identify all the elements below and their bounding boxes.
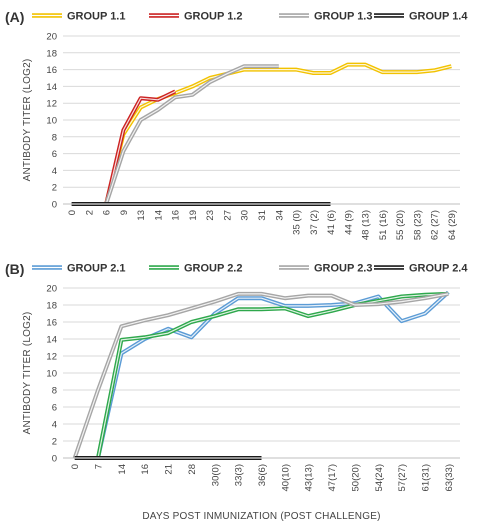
legend-label: GROUP 1.3 <box>314 11 373 23</box>
x-tick-label: 7 <box>94 464 105 469</box>
y-tick-label: 10 <box>46 116 57 127</box>
x-tick-label: 36(6) <box>257 464 268 486</box>
x-tick-label: 14 <box>117 464 128 475</box>
x-axis-title: DAYS POST INMUNIZATION (POST CHALLENGE) <box>142 511 380 522</box>
y-tick-label: 4 <box>52 166 57 177</box>
x-tick-label: 21 <box>164 464 175 475</box>
x-tick-label: 51 (16) <box>378 210 389 240</box>
x-tick-label: 64 (29) <box>447 210 458 240</box>
x-tick-label: 41 (6) <box>326 210 337 235</box>
y-tick-label: 14 <box>46 82 57 93</box>
legend-label: GROUP 2.4 <box>409 263 468 275</box>
y-tick-label: 0 <box>52 454 57 465</box>
series-line-inner-1 <box>105 63 452 205</box>
x-tick-label: 55 (20) <box>395 210 406 240</box>
series-line-inner-3 <box>74 293 449 459</box>
x-tick-label: 28 <box>187 464 198 475</box>
x-tick-label: 43(13) <box>304 464 315 491</box>
y-tick-label: 2 <box>52 437 57 448</box>
x-tick-label: 0 <box>70 464 81 469</box>
x-tick-label: 40(10) <box>280 464 291 491</box>
x-tick-label: 35 (0) <box>292 210 303 235</box>
y-tick-label: 8 <box>52 132 57 143</box>
x-tick-label: 0 <box>67 210 78 215</box>
x-tick-label: 13 <box>136 210 147 221</box>
y-axis-title: ANTIBODY TITER (LOG2) <box>22 59 33 182</box>
chart-panel-1: (A) GROUP 1.1 GROUP 1.2 GROUP 1.3 GROUP 1.4 0… <box>5 9 468 240</box>
x-tick-label: 50(20) <box>350 464 361 491</box>
x-tick-label: 23 <box>205 210 216 221</box>
x-tick-label: 47(17) <box>327 464 338 491</box>
x-tick-label: 57(27) <box>397 464 408 491</box>
x-tick-label: 63(33) <box>444 464 455 491</box>
x-tick-label: 61(31) <box>420 464 431 491</box>
y-tick-label: 0 <box>52 200 57 211</box>
x-tick-label: 16 <box>140 464 151 475</box>
y-tick-label: 6 <box>52 149 57 160</box>
y-tick-label: 20 <box>46 284 57 295</box>
legend-label: GROUP 1.2 <box>184 11 243 23</box>
x-tick-label: 62 (27) <box>430 210 441 240</box>
y-tick-label: 12 <box>46 352 57 363</box>
series-line-1 <box>104 62 452 205</box>
legend-label: GROUP 2.3 <box>314 263 373 275</box>
chart-panel-2: (B) GROUP 2.1 GROUP 2.2 GROUP 2.3 GROUP 2.4 0… <box>5 261 468 522</box>
x-tick-label: 30(0) <box>210 464 221 486</box>
y-tick-label: 6 <box>52 403 57 414</box>
x-tick-label: 14 <box>153 210 164 221</box>
y-tick-label: 2 <box>52 183 57 194</box>
x-tick-label: 9 <box>119 210 130 215</box>
y-tick-label: 18 <box>46 48 57 59</box>
y-tick-label: 8 <box>52 386 57 397</box>
series-line-inner-3 <box>105 65 279 205</box>
y-tick-label: 20 <box>46 32 57 43</box>
series-line-inner-2 <box>105 90 176 205</box>
y-tick-label: 16 <box>46 318 57 329</box>
y-tick-label: 12 <box>46 99 57 110</box>
x-tick-label: 37 (2) <box>309 210 320 235</box>
x-tick-label: 6 <box>102 210 113 215</box>
x-tick-label: 2 <box>84 210 95 215</box>
x-tick-label: 44 (9) <box>343 210 354 235</box>
y-tick-label: 4 <box>52 420 57 431</box>
x-tick-label: 16 <box>171 210 182 221</box>
legend-label: GROUP 1.1 <box>67 11 126 23</box>
y-tick-label: 16 <box>46 65 57 76</box>
legend-label: GROUP 2.1 <box>67 263 126 275</box>
x-tick-label: 33(3) <box>234 464 245 486</box>
series-line-inner-2 <box>97 293 449 459</box>
x-tick-label: 34 <box>274 210 285 221</box>
panel-label: (A) <box>5 9 24 25</box>
y-axis-title: ANTIBODY TITER (LOG2) <box>22 312 33 435</box>
panel-label: (B) <box>5 261 24 277</box>
x-tick-label: 27 <box>222 210 233 221</box>
x-tick-label: 19 <box>188 210 199 221</box>
y-tick-label: 18 <box>46 301 57 312</box>
x-tick-label: 54(24) <box>374 464 385 491</box>
y-tick-label: 10 <box>46 369 57 380</box>
legend-label: GROUP 1.4 <box>409 11 468 23</box>
x-tick-label: 30 <box>240 210 251 221</box>
x-tick-label: 48 (13) <box>361 210 372 240</box>
x-tick-label: 31 <box>257 210 268 221</box>
legend-label: GROUP 2.2 <box>184 263 243 275</box>
y-tick-label: 14 <box>46 335 57 346</box>
series-line-3 <box>72 291 449 459</box>
x-tick-label: 58 (23) <box>412 210 423 240</box>
